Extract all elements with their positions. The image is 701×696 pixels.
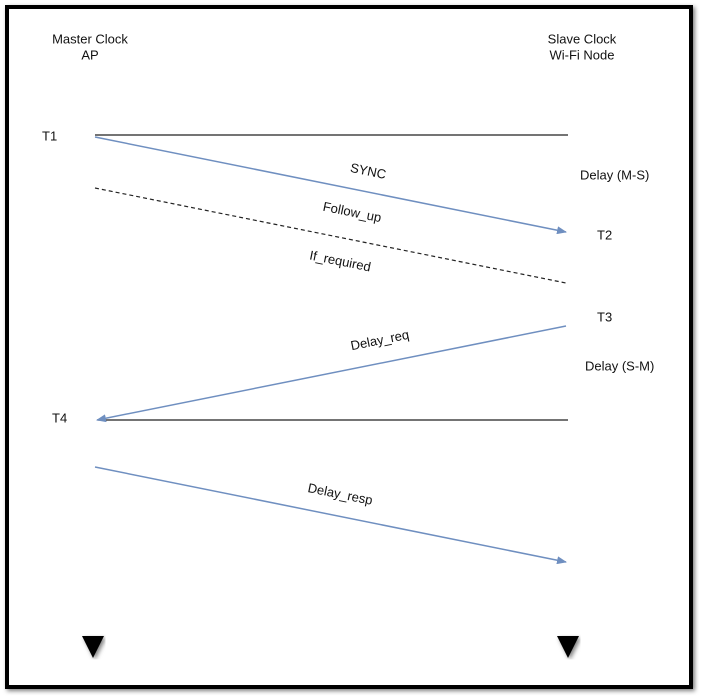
message-arrow [94,466,567,565]
master-arrowhead [82,636,104,658]
timestamp: T4 [52,410,67,425]
node-label: Master Clock [52,31,128,46]
slave-arrowhead [557,636,579,658]
message-dashed [94,187,567,284]
message-arrow [94,136,567,235]
timestamp: T2 [597,227,612,242]
delay-label: Delay (M-S) [580,167,649,182]
delay-label: Delay (S-M) [585,358,654,373]
message-label: SYNC [349,160,387,182]
node-label: Slave Clock [548,31,617,46]
node-label: AP [81,47,98,62]
timestamp: T3 [597,309,612,324]
frame [5,5,693,689]
node-label: Wi-Fi Node [549,47,614,62]
message-arrow [96,325,567,423]
timestamp: T1 [42,128,57,143]
